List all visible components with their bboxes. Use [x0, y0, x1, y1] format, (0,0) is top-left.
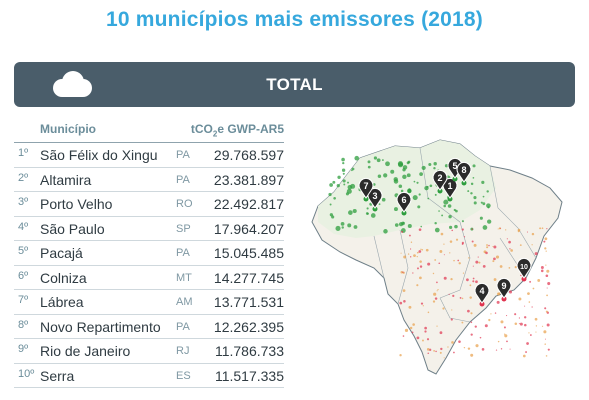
map-marker-6: 6 — [396, 191, 412, 216]
table-row: 3º Porto Velho RO 22.492.817 — [14, 192, 284, 217]
table-row: 4º São Paulo SP 17.964.207 — [14, 217, 284, 241]
row-rank: 8º — [18, 318, 29, 331]
svg-text:1: 1 — [447, 181, 452, 191]
page-title: 10 municípios mais emissores (2018) — [105, 8, 483, 31]
row-name: Rio de Janeiro — [40, 343, 131, 359]
table-row: 2º Altamira PA 23.381.897 — [14, 168, 284, 192]
row-rank: 1º — [18, 147, 29, 159]
svg-text:2: 2 — [437, 173, 442, 183]
emissions-table: Município tCO2e GWP-AR5 1º São Félix do X… — [14, 120, 284, 388]
row-name: Colniza — [40, 269, 87, 286]
row-uf: SP — [176, 222, 191, 235]
row-rank: 5º — [18, 245, 29, 257]
map-marker-2: 2 — [432, 169, 448, 194]
row-rank: 9º — [18, 343, 29, 355]
map-marker-1: 1 — [442, 177, 458, 202]
row-uf: ES — [176, 369, 191, 382]
row-name: Novo Repartimento — [40, 318, 161, 335]
row-value: 23.381.897 — [213, 171, 284, 188]
row-value: 29.768.597 — [213, 147, 284, 163]
row-uf: RJ — [176, 345, 190, 357]
svg-text:5: 5 — [452, 161, 457, 171]
svg-text:4: 4 — [479, 286, 484, 296]
total-header-bar: TOTAL — [14, 62, 575, 107]
map-marker-7: 7 — [358, 177, 374, 202]
table-row: 9º Rio de Janeiro RJ 11.786.733 — [14, 339, 284, 364]
table-row: 8º Novo Repartimento PA 12.262.395 — [14, 315, 284, 339]
row-uf: PA — [176, 173, 190, 186]
row-value: 14.277.745 — [213, 269, 284, 286]
row-name: Serra — [40, 367, 75, 384]
row-name: Pacajá — [40, 245, 83, 261]
map-marker-3: 3 — [367, 187, 383, 212]
row-value: 12.262.395 — [213, 318, 284, 335]
row-value: 22.492.817 — [213, 196, 284, 212]
row-rank: 2º — [18, 171, 29, 184]
row-name: Porto Velho — [40, 196, 113, 212]
row-uf: PA — [176, 320, 190, 333]
row-name: São Félix do Xingu — [40, 147, 158, 163]
map-marker-9: 9 — [496, 277, 512, 302]
svg-text:6: 6 — [401, 195, 406, 205]
table-row: 5º Pacajá PA 15.045.485 — [14, 241, 284, 266]
row-uf: PA — [176, 149, 190, 161]
row-uf: RO — [176, 198, 193, 210]
column-header-municipio: Município — [40, 122, 96, 136]
svg-text:8: 8 — [461, 165, 466, 175]
row-name: São Paulo — [40, 220, 105, 237]
map-marker-8: 8 — [456, 161, 472, 186]
row-name: Altamira — [40, 171, 92, 188]
table-row: 6º Colniza MT 14.277.745 — [14, 266, 284, 290]
brazil-map: 12 3 4 5 6 7 8 9 10 — [311, 139, 563, 375]
row-rank: 6º — [18, 269, 29, 282]
row-uf: MT — [176, 271, 192, 284]
map-marker-4: 4 — [474, 282, 490, 307]
row-rank: 3º — [18, 196, 29, 208]
svg-text:10: 10 — [520, 264, 528, 271]
row-value: 15.045.485 — [213, 245, 284, 261]
table-row: 1º São Félix do Xingu PA 29.768.597 — [14, 143, 284, 168]
svg-text:7: 7 — [363, 181, 368, 191]
total-label: TOTAL — [266, 75, 323, 94]
row-uf: PA — [176, 247, 190, 259]
row-rank: 10º — [18, 367, 35, 380]
column-header-value: tCO2e GWP-AR5 — [190, 122, 284, 139]
row-value: 11.786.733 — [214, 343, 284, 359]
row-value: 17.964.207 — [213, 220, 284, 237]
table-row: 7º Lábrea AM 13.771.531 — [14, 290, 284, 315]
map-marker-10: 10 — [516, 257, 532, 282]
svg-text:3: 3 — [372, 191, 377, 201]
row-value: 13.771.531 — [213, 294, 284, 310]
table-header: Município tCO2e GWP-AR5 — [14, 120, 284, 143]
cloud-icon — [50, 70, 94, 103]
row-rank: 7º — [18, 294, 29, 306]
table-row: 10º Serra ES 11.517.335 — [14, 364, 284, 388]
row-name: Lábrea — [40, 294, 84, 310]
row-value: 11.517.335 — [214, 367, 284, 384]
svg-text:9: 9 — [501, 281, 506, 291]
row-uf: AM — [176, 296, 193, 308]
row-rank: 4º — [18, 220, 29, 233]
